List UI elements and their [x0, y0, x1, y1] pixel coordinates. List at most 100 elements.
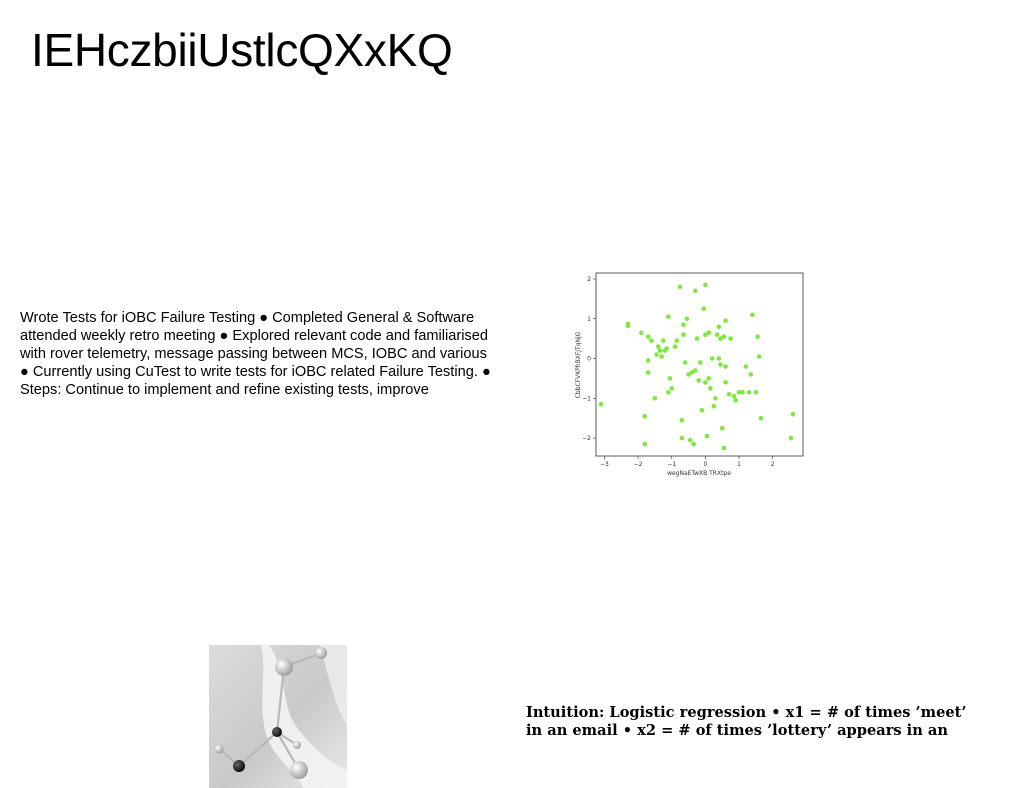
- x-axis-label: wegNaETwXB TRXtpe: [667, 470, 731, 477]
- scatter-point-42: [703, 282, 708, 288]
- scatter-point-8: [645, 370, 651, 375]
- scatter-point-58: [721, 445, 727, 451]
- scatter-point-43: [703, 332, 708, 337]
- intuition-note: Intuition: Logistic regression • x1 = # …: [526, 704, 1021, 740]
- scatter-point-78: [790, 411, 796, 417]
- scatter-point-74: [755, 334, 760, 339]
- x-axis-ticks: −3 −2 −1 0 1 2: [600, 456, 775, 468]
- note-line: Intuition: Logistic regression • x1 = # …: [526, 704, 967, 721]
- body-line: Wrote Tests for iOBC Failure Testing ● C…: [20, 310, 475, 326]
- scatter-point-72: [750, 312, 755, 318]
- body-paragraph: Wrote Tests for iOBC Failure Testing ● C…: [20, 309, 550, 399]
- scatter-point-54: [716, 356, 722, 361]
- scatter-point-71: [748, 372, 754, 377]
- scatter-point-6: [645, 334, 651, 339]
- y-tick-label: 0: [587, 356, 591, 363]
- note-line: in an email • x2 = # of times ’lottery’ …: [526, 722, 948, 739]
- scatter-point-56: [718, 362, 723, 367]
- scatter-point-59: [721, 334, 727, 339]
- body-line: attended weekly retro meeting ● Explored…: [20, 328, 488, 344]
- scatter-point-19: [666, 314, 671, 320]
- scatter-point-13: [657, 348, 663, 353]
- scatter-point-62: [723, 318, 728, 323]
- scatter-point-50: [711, 404, 717, 409]
- scatter-point-12: [656, 344, 661, 349]
- scatter-point-3: [639, 330, 644, 335]
- scatter-point-30: [684, 316, 690, 321]
- scatter-point-21: [669, 386, 674, 391]
- scatter-point-51: [713, 396, 718, 401]
- scatter-point-7: [645, 358, 651, 363]
- scatter-point-25: [679, 417, 685, 423]
- scatter-point-39: [698, 360, 703, 365]
- body-line: ● Currently using CuTest to write tests …: [20, 364, 491, 380]
- y-axis-label: CbbCFVKPhBXFJTqNjG: [575, 331, 582, 398]
- scatter-point-32: [687, 437, 693, 443]
- scatter-point-26: [679, 435, 685, 441]
- scatter-point-46: [706, 376, 712, 381]
- scatter-point-40: [699, 408, 705, 413]
- scatter-point-24: [677, 284, 683, 290]
- scatter-point-65: [731, 394, 737, 399]
- scatter-point-57: [719, 425, 725, 431]
- scatter-point-17: [664, 346, 669, 351]
- scatter-point-41: [701, 306, 706, 312]
- scatter-point-52: [714, 332, 720, 337]
- scatter-point-38: [696, 378, 701, 383]
- scatter-point-67: [736, 390, 742, 395]
- scatter-point-29: [682, 360, 688, 365]
- scatter-point-11: [654, 352, 659, 357]
- scatter-point-18: [666, 390, 671, 395]
- scatter-point-47: [706, 330, 712, 335]
- scatter-point-76: [758, 415, 764, 421]
- scatter-point-48: [708, 386, 713, 391]
- body-line: with rover telemetry, message passing be…: [20, 346, 487, 362]
- x-tick-label: 0: [703, 461, 707, 468]
- scatter-point-63: [726, 392, 732, 397]
- scatter-point-45: [704, 433, 710, 439]
- scatter-point-70: [746, 390, 752, 395]
- scatter-point-49: [709, 356, 715, 361]
- x-tick-label: 2: [771, 461, 775, 468]
- scatter-point-64: [728, 336, 733, 341]
- scatter-point-68: [740, 390, 745, 395]
- scatter-point-33: [689, 370, 695, 375]
- scatter-point-75: [756, 354, 762, 359]
- scatter-point-20: [667, 376, 673, 381]
- scatter-point-27: [681, 332, 686, 337]
- scatter-point-28: [681, 322, 686, 327]
- scatter-point-60: [723, 380, 728, 385]
- body-line: Steps: Continue to implement and refine …: [20, 382, 429, 398]
- y-tick-label: 1: [587, 316, 591, 323]
- scatter-point-15: [661, 338, 666, 343]
- scatter-point-23: [674, 338, 680, 343]
- scatter-point-4: [642, 413, 648, 419]
- x-tick-label: 1: [737, 461, 741, 468]
- scatter-points: [598, 282, 796, 451]
- scatter-point-35: [693, 368, 698, 373]
- scatter-point-34: [691, 441, 696, 447]
- scatter-point-10: [652, 396, 658, 401]
- scatter-point-44: [703, 380, 708, 385]
- y-tick-label: 2: [587, 276, 591, 283]
- molecule-photo: [209, 645, 347, 788]
- scatter-point-66: [733, 398, 738, 403]
- scatter-point-2: [625, 323, 631, 329]
- x-tick-label: −3: [600, 461, 609, 468]
- scatter-point-61: [723, 364, 728, 369]
- scatter-point-37: [694, 336, 700, 341]
- scatter-point-53: [716, 324, 722, 329]
- page-title: IEHczbiiUstlcQXxKQ: [31, 24, 453, 76]
- scatter-point-73: [753, 390, 759, 395]
- y-axis-ticks: −2 −1 0 1 2: [582, 276, 596, 442]
- x-tick-label: −1: [667, 461, 676, 468]
- scatter-point-0: [598, 402, 604, 407]
- scatter-point-36: [693, 288, 698, 294]
- scatter-point-55: [718, 336, 723, 341]
- scatter-point-22: [672, 344, 678, 349]
- scatter-chart: −3 −2 −1 0 1 2 −2 −1 0 1 2 wegNaETwXB TRXtpe CbbC…: [575, 272, 804, 477]
- x-tick-label: −2: [634, 461, 643, 468]
- scatter-point-77: [788, 435, 794, 441]
- scatter-point-14: [659, 354, 664, 359]
- y-tick-label: −1: [582, 395, 591, 402]
